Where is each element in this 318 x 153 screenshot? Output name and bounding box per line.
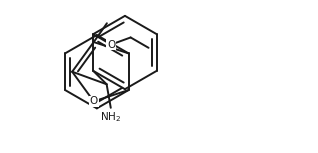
Text: O: O — [90, 96, 98, 106]
Text: NH$_2$: NH$_2$ — [100, 110, 121, 124]
Text: O: O — [107, 39, 115, 50]
